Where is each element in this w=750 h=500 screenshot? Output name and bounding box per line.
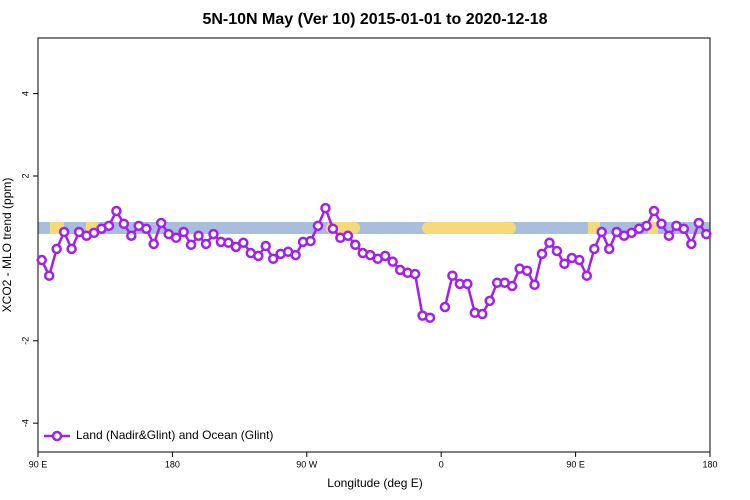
data-point bbox=[656, 218, 667, 230]
data-point bbox=[581, 270, 593, 281]
y-tick-label: 2 bbox=[20, 173, 30, 178]
data-point bbox=[312, 220, 324, 232]
data-point bbox=[126, 230, 137, 241]
data-point bbox=[409, 268, 421, 280]
data-point bbox=[260, 240, 271, 252]
ocean-band bbox=[38, 222, 710, 234]
x-tick-label: 180 bbox=[165, 459, 180, 469]
data-point bbox=[424, 312, 436, 323]
data-point bbox=[88, 227, 100, 239]
data-point bbox=[536, 248, 548, 260]
x-axis-label: Longitude (deg E) bbox=[327, 476, 422, 490]
data-point bbox=[648, 205, 660, 217]
data-point bbox=[290, 249, 301, 261]
data-point bbox=[327, 223, 339, 234]
data-point bbox=[267, 253, 279, 265]
data-point bbox=[447, 270, 458, 281]
data-point bbox=[439, 301, 451, 313]
y-axis-label: XCO2 - MLO trend (ppm) bbox=[0, 178, 14, 313]
legend-label: Land (Nadir&Glint) and Ocean (Glint) bbox=[76, 428, 273, 442]
data-point bbox=[462, 278, 473, 290]
data-point bbox=[185, 239, 197, 251]
data-point bbox=[379, 250, 391, 262]
data-point bbox=[603, 243, 615, 255]
data-point bbox=[253, 250, 264, 262]
data-point bbox=[551, 245, 563, 257]
data-point bbox=[663, 230, 675, 241]
x-tick-label: 0 bbox=[439, 459, 444, 469]
chart-title: 5N-10N May (Ver 10) 2015-01-01 to 2020-1… bbox=[202, 11, 547, 28]
data-point bbox=[342, 230, 354, 241]
data-point bbox=[238, 237, 249, 248]
data-point bbox=[484, 295, 495, 307]
land-patch bbox=[648, 222, 658, 234]
data-point bbox=[103, 220, 115, 232]
y-tick-label: 4 bbox=[20, 91, 30, 96]
data-point bbox=[544, 237, 555, 248]
data-point bbox=[678, 223, 690, 234]
data-point bbox=[230, 241, 242, 253]
data-point bbox=[305, 235, 316, 247]
data-point bbox=[200, 238, 212, 250]
data-point bbox=[141, 223, 152, 234]
data-point bbox=[170, 232, 182, 244]
land-patch bbox=[422, 222, 516, 234]
data-point bbox=[686, 238, 697, 250]
data-point bbox=[506, 280, 518, 292]
data-point bbox=[641, 220, 652, 232]
data-point bbox=[66, 243, 77, 255]
data-point bbox=[51, 243, 62, 255]
y-tick-label: -2 bbox=[20, 337, 30, 345]
x-tick-label: 90 E bbox=[29, 459, 48, 469]
data-point bbox=[529, 279, 540, 291]
data-point bbox=[574, 254, 585, 266]
x-tick-label: 90 W bbox=[296, 459, 318, 469]
data-point bbox=[155, 217, 167, 229]
data-point bbox=[36, 254, 47, 266]
data-point bbox=[111, 205, 122, 217]
data-point bbox=[589, 243, 600, 255]
data-point bbox=[626, 227, 637, 239]
data-point bbox=[387, 256, 398, 267]
data-point bbox=[208, 228, 219, 240]
data-point bbox=[178, 226, 189, 238]
y-tick-label: -4 bbox=[20, 419, 30, 427]
data-point bbox=[193, 230, 204, 241]
data-point bbox=[477, 308, 488, 320]
plot-frame bbox=[37, 37, 711, 453]
data-point bbox=[58, 226, 70, 238]
data-point bbox=[596, 226, 607, 238]
data-point bbox=[350, 239, 361, 251]
data-point bbox=[148, 238, 159, 250]
x-tick-label: 90 E bbox=[566, 459, 585, 469]
data-point bbox=[223, 237, 234, 248]
data-point bbox=[43, 270, 55, 281]
data-point bbox=[118, 218, 130, 230]
data-point bbox=[693, 217, 705, 229]
data-point bbox=[320, 202, 331, 214]
data-point bbox=[521, 265, 533, 276]
data-point bbox=[559, 258, 570, 269]
legend-marker bbox=[51, 430, 63, 442]
x-tick-label: 180 bbox=[702, 459, 717, 469]
data-point bbox=[701, 228, 712, 240]
